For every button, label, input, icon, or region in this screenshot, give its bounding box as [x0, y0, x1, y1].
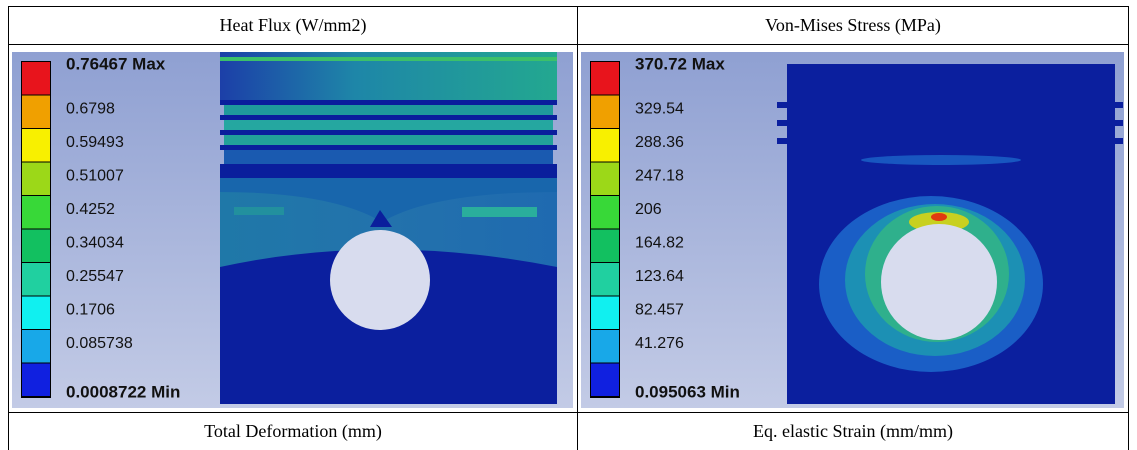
piston-bridge: [220, 178, 557, 222]
ring-land: [224, 120, 553, 130]
pin-hole: [881, 224, 997, 340]
ring-notch: [1115, 138, 1123, 144]
legend-swatch: [22, 129, 50, 162]
legend-label: 0.095063 Min: [635, 382, 740, 401]
rule: [8, 6, 1129, 7]
ring-notch: [777, 138, 789, 144]
legend-swatch: [591, 129, 619, 162]
ring-land: [224, 105, 553, 115]
legend-swatch: [591, 229, 619, 262]
legend-label: 0.6798: [66, 101, 115, 118]
legend-swatch: [591, 62, 619, 95]
legend-label: 0.25547: [66, 268, 124, 285]
legend-swatch: [591, 95, 619, 128]
stress-plot: 370.72 Max 329.54 288.36 247.18 206 164.82 123…: [581, 52, 1124, 408]
legend-label: 206: [635, 201, 662, 218]
ring-groove: [220, 164, 557, 178]
rule: [8, 412, 1129, 413]
legend-swatch: [22, 62, 50, 95]
ring-groove: [220, 100, 557, 105]
rule: [8, 44, 1129, 45]
legend-swatch: [591, 363, 619, 396]
legend-label: 247.18: [635, 168, 684, 185]
rule: [577, 6, 578, 450]
caption-cell: Eq. elastic Strain (mm/mm): [753, 421, 953, 441]
legend-swatch: [22, 330, 50, 363]
legend-label: 82.457: [635, 302, 684, 319]
legend-swatch: [591, 330, 619, 363]
ring-notch: [777, 120, 789, 126]
ring-notch: [1115, 120, 1123, 126]
ring-groove: [220, 130, 557, 135]
legend-label: 370.72 Max: [635, 54, 725, 73]
legend-swatch: [591, 263, 619, 296]
header-cell: Von-Mises Stress (MPa): [765, 15, 941, 35]
legend-label: 41.276: [635, 335, 684, 352]
crown-edge: [220, 57, 557, 61]
legend-label: 329.54: [635, 101, 684, 118]
ring-notch: [1115, 102, 1123, 108]
legend-label: 0.76467 Max: [66, 54, 166, 73]
ring-land: [224, 135, 553, 145]
ring-land: [224, 150, 553, 164]
legend-label: 0.59493: [66, 134, 124, 151]
legend-swatch: [22, 229, 50, 262]
legend-swatch: [591, 296, 619, 329]
legend-label: 288.36: [635, 134, 684, 151]
flux-band: [234, 207, 284, 215]
legend-swatch: [22, 263, 50, 296]
legend-swatch: [591, 162, 619, 195]
stress-band: [861, 155, 1021, 165]
ring-groove: [220, 145, 557, 150]
legend-label: 0.34034: [66, 235, 124, 252]
legend-label: 0.085738: [66, 335, 133, 352]
legend-swatch: [22, 95, 50, 128]
legend-label: 0.0008722 Min: [66, 382, 180, 401]
legend-label: 164.82: [635, 235, 684, 252]
pin-hole: [330, 230, 430, 330]
pin-boss: [370, 210, 392, 227]
legend-swatch: [22, 162, 50, 195]
flux-band: [462, 207, 537, 217]
legend-label: 0.51007: [66, 168, 124, 185]
ring-notch: [777, 102, 789, 108]
legend-swatch: [22, 196, 50, 229]
legend-label: 123.64: [635, 268, 684, 285]
rule: [1128, 6, 1129, 450]
caption-cell: Total Deformation (mm): [204, 421, 382, 441]
legend-label: 0.4252: [66, 201, 115, 218]
legend-swatch: [22, 296, 50, 329]
legend-swatch: [22, 363, 50, 396]
legend-swatch: [591, 196, 619, 229]
heat-flux-plot: 0.76467 Max 0.6798 0.59493 0.51007 0.4252 0.3…: [12, 52, 573, 408]
legend-label: 0.1706: [66, 302, 115, 319]
header-cell: Heat Flux (W/mm2): [219, 15, 367, 35]
ring-groove: [220, 115, 557, 120]
stress-hotspot: [931, 213, 947, 221]
rule: [8, 6, 9, 450]
